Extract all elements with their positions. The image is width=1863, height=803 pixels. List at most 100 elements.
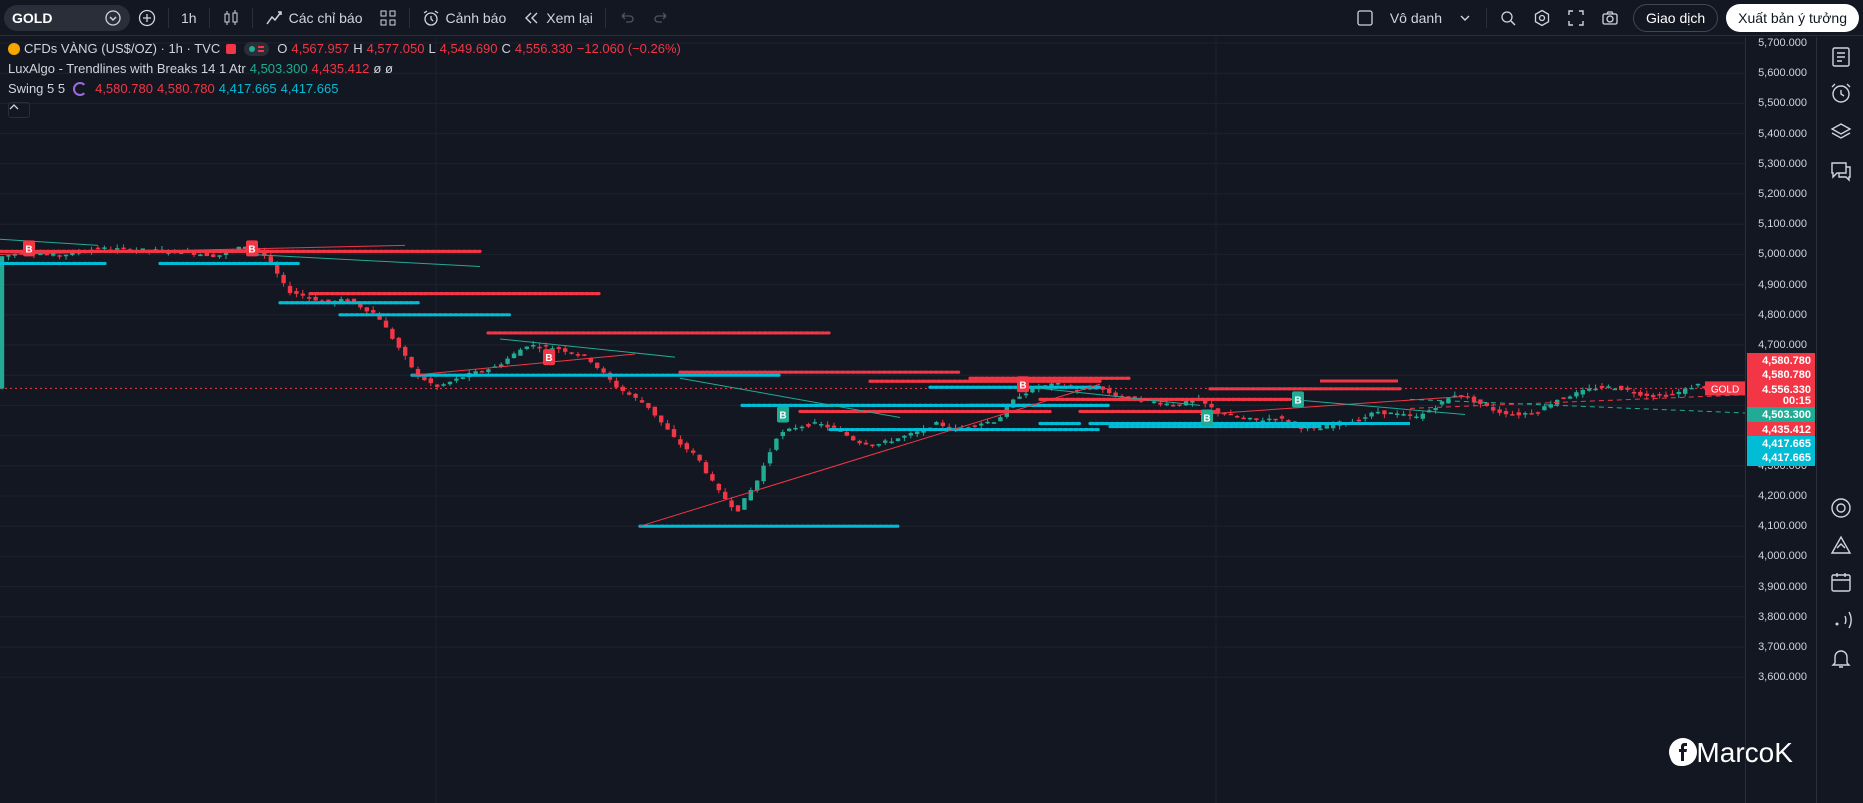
collapse-legend-button[interactable] [8,102,30,118]
ideas-icon[interactable] [1829,533,1853,557]
candle-body [755,480,760,491]
swing-high-label: 4,580.780 [1747,353,1815,369]
trendline-lower-label: 4,435.412 [1747,422,1815,438]
notifications-bell-icon[interactable] [1829,646,1853,670]
candle-body [460,377,465,379]
series-title: CFDs VÀNG (US$/OZ) · 1h · TVC [24,41,221,56]
candle-body [1171,404,1176,407]
candle-body [95,247,101,250]
chart-type-button[interactable] [214,5,248,31]
toolbar-divider [604,7,606,28]
trendline [1029,386,1201,406]
candle-body [191,252,197,255]
candle-body [1183,401,1189,406]
candle-body [1593,388,1598,391]
chart-pane[interactable]: B B B B B B B GOLD CFDs VÀNG (US$/OZ) · 1h · TV… [0,37,1793,803]
price-tick-label: 5,500.000 [1758,97,1807,110]
candle-body [479,371,485,373]
candle-body [588,357,593,363]
candle-body [6,255,11,257]
chat-icon[interactable] [1829,159,1853,183]
publish-idea-button[interactable]: Xuất bản ý tưởng [1726,3,1859,32]
target-icon[interactable] [1829,496,1853,520]
break-marker [1201,409,1213,426]
candle-body [1113,392,1118,397]
candle-body [831,425,837,428]
candle-body [358,303,363,308]
price-axis[interactable]: 5,700.000 5,600.000 5,500.000 5,400.000 5,30… [1745,37,1815,803]
price-tick-label: 5,700.000 [1758,37,1807,49]
candle-body [51,253,56,256]
indicator-name: LuxAlgo - Trendlines with Breaks 14 1 At… [8,61,246,76]
candle-body [1663,394,1669,397]
candle-body [518,349,523,356]
candle-body [1670,393,1675,396]
watchlist-icon[interactable] [1829,45,1853,69]
candle-body [217,255,222,257]
change-value: −12.060 (−0.26%) [576,41,681,56]
redo-button[interactable] [644,5,678,31]
candle-body [44,253,49,256]
swing-low-label: 4,417.665 [1747,436,1815,452]
interval-button[interactable]: 1h [173,5,205,31]
candle-body [838,430,843,432]
trendline [679,377,901,418]
price-chart[interactable]: B B B B B B B GOLD [0,37,1745,803]
layout-button[interactable] [1348,5,1382,31]
compare-symbol-button[interactable] [130,5,164,31]
symbol-price-tag [1705,381,1745,396]
indicator-legend-luxalgo[interactable]: LuxAlgo - Trendlines with Breaks 14 1 At… [8,61,393,76]
candle-body [115,248,120,250]
candle-body [1599,385,1605,388]
layout-name-dropdown[interactable]: Vô danh [1382,5,1482,31]
calendar-icon[interactable] [1829,570,1853,594]
candle-body [665,423,670,430]
candle-body [595,362,600,368]
candle-body [102,247,107,249]
candle-body [646,402,651,408]
close-label: C [501,41,511,56]
candle-body [243,246,248,250]
gear-icon [1534,9,1550,26]
candle-body [633,393,638,398]
add-symbol-compare-icon[interactable] [104,9,122,27]
indicators-button[interactable]: Các chỉ báo [257,5,371,31]
candle-body [1561,397,1566,399]
candle-body [294,291,299,294]
candle-body [729,500,734,508]
candle-body [268,256,273,263]
fullscreen-icon [1568,9,1584,26]
undo-button[interactable] [610,5,644,31]
broadcast-icon[interactable] [1829,608,1853,632]
layers-icon[interactable] [1829,121,1853,145]
candle-body [569,352,574,354]
replay-button[interactable]: Xem lại [514,5,601,31]
candle-body [1318,428,1323,431]
alarm-clock-icon[interactable] [1829,81,1853,105]
alerts-button[interactable]: Cảnh báo [414,5,515,31]
candle-body [979,423,984,426]
candle-body [1529,413,1534,415]
plus-circle-icon [138,9,156,26]
facebook-icon [1669,738,1697,766]
indicator-legend-swing[interactable]: Swing 5 5 4,580.780 4,580.780 4,417.665 … [8,81,338,96]
templates-button[interactable] [371,5,405,31]
candle-body [1689,387,1694,390]
main-series-legend[interactable]: CFDs VÀNG (US$/OZ) · 1h · TVC O 4,567.957… [8,41,681,56]
candle-body [1484,402,1489,406]
fullscreen-button[interactable] [1559,5,1593,31]
quick-search-button[interactable] [1491,5,1525,31]
candle-body [383,320,389,328]
price-tick-label: 4,000.000 [1758,550,1807,563]
trade-button[interactable]: Giao dịch [1633,3,1719,32]
candle-body [1548,404,1553,408]
snapshot-button[interactable] [1593,5,1627,31]
alarm-clock-icon [423,9,438,26]
candle-body [38,253,43,256]
price-tick-label: 5,100.000 [1758,218,1807,231]
settings-button[interactable] [1525,5,1559,31]
symbol-search[interactable]: GOLD [4,4,130,31]
symbol-price-tag-label: GOLD [1711,384,1739,395]
candle-body [1267,418,1272,421]
bar-countdown-label: 00:15 [1747,393,1815,409]
